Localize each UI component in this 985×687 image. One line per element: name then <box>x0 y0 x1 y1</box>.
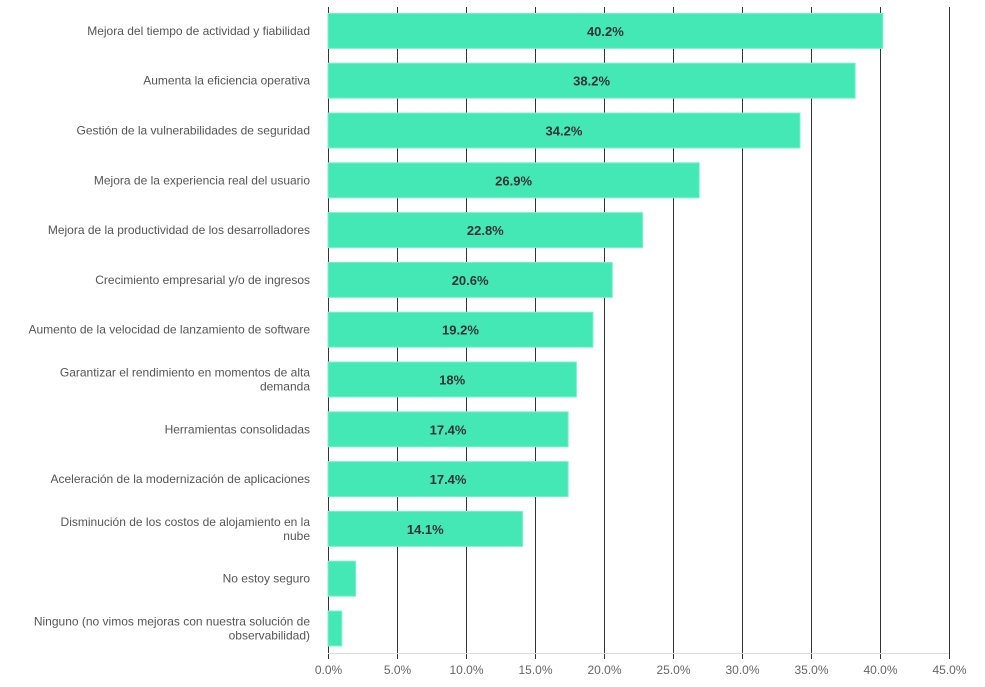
data-label: 22.8% <box>467 223 504 238</box>
x-tick-label: 10.0% <box>449 663 483 677</box>
category-label: Aumento de la velocidad de lanzamiento d… <box>28 323 310 337</box>
category-label: Mejora del tiempo de actividad y fiabili… <box>87 24 310 38</box>
x-tick-label: 45.0% <box>932 663 966 677</box>
category-label: Aceleración de la modernización de aplic… <box>51 472 311 486</box>
data-label: 38.2% <box>573 74 610 89</box>
category-label: Ninguno (no vimos mejoras con nuestra so… <box>34 615 310 629</box>
category-label: Garantizar el rendimiento en momentos de… <box>60 366 310 380</box>
bar <box>327 610 343 647</box>
bar <box>327 261 613 298</box>
bar <box>327 461 569 498</box>
data-label: 40.2% <box>587 24 624 39</box>
data-labels: 40.2% 38.2% 34.2% 26.9% 22.8% 20.6% 19.2% 18% 17… <box>407 24 624 537</box>
category-label: Gestión de la vulnerabilidades de seguri… <box>77 124 311 138</box>
x-tick-label: 35.0% <box>794 663 828 677</box>
bar <box>327 162 700 199</box>
bars <box>327 12 884 647</box>
category-label: Crecimiento empresarial y/o de ingresos <box>95 273 310 287</box>
category-label: Disminución de los costos de alojamiento… <box>61 515 311 529</box>
bar <box>327 112 801 149</box>
data-label: 17.4% <box>430 472 467 487</box>
bar <box>327 411 569 448</box>
bar <box>327 311 594 348</box>
category-label: No estoy seguro <box>223 572 311 586</box>
x-tick-label: 5.0% <box>384 663 412 677</box>
x-tick-label: 15.0% <box>518 663 552 677</box>
bar <box>327 212 644 249</box>
data-label: 26.9% <box>495 173 532 188</box>
bar <box>327 12 884 49</box>
bar <box>327 62 856 99</box>
category-label: demanda <box>260 380 310 394</box>
category-label: observabilidad) <box>229 629 310 643</box>
category-label: nube <box>283 529 310 543</box>
x-tick-label: 40.0% <box>863 663 897 677</box>
category-labels: Mejora del tiempo de actividad y fiabili… <box>28 24 310 643</box>
data-label: 19.2% <box>442 323 479 338</box>
bar <box>327 510 524 547</box>
data-label: 18% <box>439 373 465 388</box>
bar <box>327 361 577 398</box>
x-axis: 0.0% 5.0% 10.0% 15.0% 20.0% 25.0% 30.0% 35.0% 40… <box>315 653 967 677</box>
x-tick-label: 0.0% <box>315 663 343 677</box>
category-label: Mejora de la experiencia real del usuari… <box>94 173 310 187</box>
x-tick-label: 30.0% <box>725 663 759 677</box>
category-label: Herramientas consolidadas <box>165 422 310 436</box>
data-label: 20.6% <box>452 273 489 288</box>
data-label: 14.1% <box>407 522 444 537</box>
x-tick-label: 20.0% <box>587 663 621 677</box>
bar <box>327 560 357 597</box>
data-label: 17.4% <box>430 422 467 437</box>
category-label: Aumenta la eficiencia operativa <box>143 74 310 88</box>
data-label: 34.2% <box>546 124 583 139</box>
x-tick-label: 25.0% <box>656 663 690 677</box>
category-label: Mejora de la productividad de los desarr… <box>48 223 310 237</box>
